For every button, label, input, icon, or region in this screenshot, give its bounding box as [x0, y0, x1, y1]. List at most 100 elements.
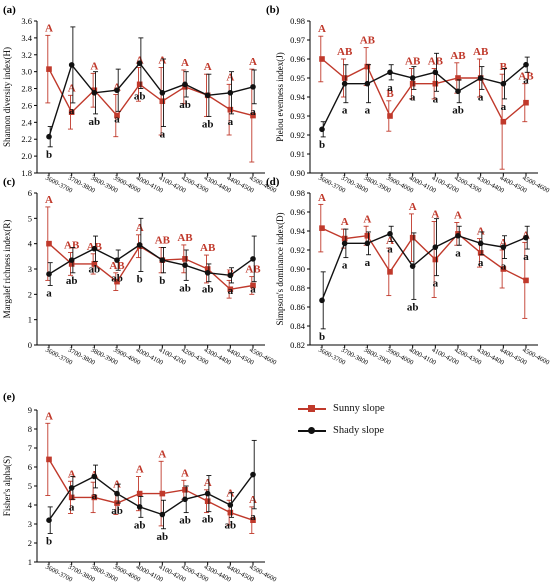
- significance-label: A: [341, 216, 349, 228]
- significance-label: ab: [202, 118, 214, 130]
- data-point-circle: [477, 75, 484, 81]
- significance-label: AB: [518, 71, 534, 83]
- data-point-square: [227, 106, 234, 113]
- series-shady: b a a a ab a a a a a: [319, 218, 530, 343]
- y-tick-label: 3: [28, 264, 32, 274]
- significance-label: ab: [111, 272, 123, 284]
- data-point-square: [500, 266, 507, 272]
- data-point-circle: [204, 92, 211, 99]
- y-axis-label: Fisher's alpha(S): [2, 456, 12, 516]
- data-point-square: [250, 282, 256, 289]
- data-point-square: [500, 118, 507, 125]
- data-point-square: [341, 75, 348, 81]
- significance-label: a: [250, 106, 256, 118]
- significance-label: a: [69, 105, 75, 117]
- significance-label: AB: [200, 242, 216, 254]
- significance-label: a: [114, 113, 120, 125]
- y-tick-label: 7: [28, 443, 32, 453]
- data-point-square: [477, 250, 484, 256]
- data-point-circle: [182, 496, 188, 503]
- y-tick-label: 1: [28, 315, 32, 325]
- series-sunny: AAAAAAAAAA: [45, 22, 257, 163]
- data-point-circle: [455, 88, 461, 95]
- y-tick-label: 4: [28, 239, 33, 249]
- data-point-square: [319, 56, 325, 62]
- y-tick-label: 3.0: [21, 67, 32, 77]
- data-point-square: [136, 490, 143, 497]
- data-point-circle: [250, 256, 256, 262]
- data-point-circle: [387, 231, 393, 237]
- significance-label: a: [501, 261, 507, 273]
- data-point-circle: [182, 81, 188, 88]
- y-tick-label: 3: [28, 519, 32, 529]
- significance-label: b: [46, 536, 52, 548]
- significance-label: a: [433, 93, 439, 105]
- significance-label: AB: [109, 260, 125, 272]
- data-point-square: [364, 63, 371, 70]
- data-point-circle: [68, 62, 75, 68]
- significance-label: AB: [473, 46, 489, 58]
- y-tick-label: 3.2: [21, 50, 32, 60]
- series-line: [48, 68, 254, 117]
- significance-label: b: [159, 275, 165, 287]
- y-tick-label: 0.92: [290, 245, 305, 255]
- y-tick-label: 0.90: [290, 264, 305, 274]
- data-point-square: [432, 256, 439, 263]
- significance-label: A: [181, 57, 189, 69]
- y-tick-label: 0.82: [290, 340, 305, 350]
- data-point-square: [204, 266, 211, 272]
- data-point-square: [114, 278, 120, 285]
- data-point-square: [341, 235, 348, 242]
- y-tick-label: 2.4: [21, 117, 32, 127]
- data-point-square: [455, 75, 461, 81]
- series-line: [321, 227, 527, 282]
- significance-label: AB: [337, 46, 353, 58]
- y-tick-label: 0.92: [290, 130, 305, 140]
- significance-label: A: [158, 448, 166, 460]
- significance-label: a: [250, 511, 256, 523]
- series-line: [321, 232, 527, 301]
- data-point-circle: [91, 245, 98, 252]
- series-line: [48, 243, 254, 291]
- significance-label: a: [92, 490, 98, 502]
- data-point-circle: [204, 490, 211, 497]
- data-point-circle: [500, 244, 507, 250]
- data-point-square: [409, 80, 416, 87]
- data-point-square: [227, 286, 234, 293]
- data-point-circle: [364, 240, 371, 247]
- significance-label: A: [249, 494, 257, 506]
- data-point-square: [159, 98, 166, 105]
- significance-label: A: [226, 71, 234, 83]
- significance-label: a: [501, 101, 507, 113]
- data-point-circle: [159, 257, 166, 263]
- panel-tag: (a): [3, 4, 16, 16]
- y-tick-label: 0.93: [290, 111, 305, 121]
- series-line: [48, 459, 254, 521]
- y-tick-label: 5: [28, 481, 32, 491]
- y-tick-label: 2.0: [21, 151, 32, 161]
- data-point-circle: [319, 126, 325, 133]
- data-point-square: [114, 112, 120, 119]
- significance-label: A: [158, 54, 166, 66]
- significance-label: a: [523, 251, 529, 263]
- significance-label: A: [45, 410, 53, 422]
- significance-label: A: [226, 487, 234, 499]
- significance-label: b: [319, 331, 325, 343]
- y-tick-label: 2: [28, 289, 32, 299]
- y-tick-label: 5: [28, 213, 32, 223]
- data-point-circle: [159, 511, 166, 518]
- data-point-circle: [387, 69, 393, 76]
- significance-label: a: [69, 501, 75, 513]
- data-point-circle: [204, 270, 211, 276]
- significance-label: ab: [89, 116, 101, 128]
- legend-item-shady: Shady slope: [298, 420, 418, 442]
- significance-label: B: [500, 61, 508, 73]
- data-point-square: [204, 498, 211, 504]
- y-tick-label: 9: [28, 405, 32, 415]
- significance-label: AB: [64, 240, 80, 252]
- significance-label: ab: [202, 514, 214, 526]
- data-point-circle: [227, 272, 234, 279]
- data-point-circle: [500, 80, 507, 87]
- significance-label: A: [318, 192, 326, 204]
